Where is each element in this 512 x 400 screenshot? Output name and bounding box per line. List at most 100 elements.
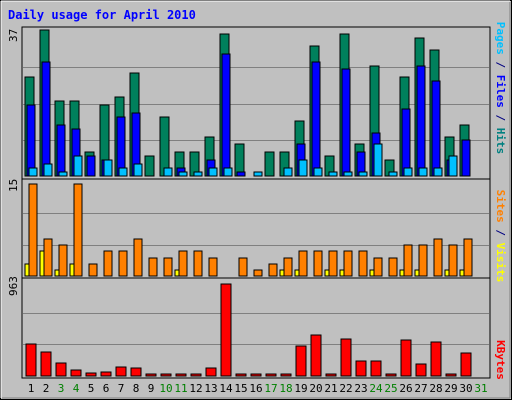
- x-tick-label: 24: [369, 382, 383, 395]
- kbytes-bar: [40, 351, 52, 377]
- x-tick-label: 19: [294, 382, 307, 395]
- sites-bar: [28, 183, 38, 277]
- hits-bar: [159, 116, 170, 177]
- pages-bar: [253, 171, 263, 177]
- mid-ymax-label: 15: [7, 179, 20, 192]
- sites-bar: [283, 257, 293, 277]
- sites-bar: [208, 257, 218, 277]
- kbytes-bar: [340, 338, 352, 377]
- x-tick-label: 16: [249, 382, 262, 395]
- kbytes-bar: [130, 367, 142, 377]
- kbytes-bar: [370, 360, 382, 377]
- files-bar: [461, 139, 471, 177]
- sites-bar: [388, 257, 398, 277]
- hits-bar: [234, 143, 245, 177]
- top-axis-label: Pages / Files / Hits: [494, 22, 507, 155]
- pages-bar: [43, 163, 53, 177]
- x-tick-label: 21: [324, 382, 337, 395]
- x-tick-label: 14: [219, 382, 233, 395]
- pages-bar: [388, 171, 398, 177]
- pages-bar: [178, 171, 188, 177]
- pages-bar: [433, 167, 443, 177]
- kbytes-bar: [85, 372, 97, 377]
- kbytes-bar: [310, 334, 322, 377]
- x-tick-label: 1: [28, 382, 35, 395]
- pages-bar: [208, 167, 218, 177]
- pages-bar: [223, 167, 233, 177]
- files-bar: [221, 53, 231, 177]
- kbytes-bar: [430, 341, 442, 377]
- pages-bar: [313, 167, 323, 177]
- kbytes-bar: [115, 366, 127, 377]
- kbytes-bar: [145, 373, 157, 377]
- sites-bar: [133, 238, 143, 277]
- x-tick-label: 27: [414, 382, 427, 395]
- mid-axis-label: Sites / Visits: [494, 190, 507, 283]
- pages-bar: [133, 163, 143, 177]
- files-bar: [416, 65, 426, 177]
- x-axis-labels: 1 2 3 4 5 6 7 8 9 10 11 12 13 14 15 16 17 18 19 20 21 22 23 24 2…: [28, 382, 488, 395]
- top-ylabel: Pages / Files / Hits: [494, 22, 507, 155]
- bot-axis-label: KBytes: [494, 340, 507, 380]
- x-tick-label: 23: [354, 382, 367, 395]
- files-bar: [56, 124, 66, 177]
- sites-bar: [118, 250, 128, 277]
- kbytes-bar: [70, 369, 82, 377]
- sites-bar: [418, 244, 428, 277]
- x-tick-label: 12: [189, 382, 202, 395]
- kbytes-bar: [205, 367, 217, 377]
- x-tick-label: 30: [459, 382, 472, 395]
- top-ymax-label: 37: [7, 29, 20, 42]
- x-tick-label: 7: [118, 382, 125, 395]
- sites-bar: [193, 250, 203, 277]
- files-bar: [41, 61, 51, 177]
- files-bar: [431, 80, 441, 177]
- kbytes-bar: [295, 345, 307, 377]
- kbytes-bar: [235, 373, 247, 377]
- pages-bar: [418, 167, 428, 177]
- top-ylabel-part: /: [494, 55, 507, 75]
- sites-bar: [268, 263, 278, 277]
- sites-bar: [148, 257, 158, 277]
- sites-bar: [373, 257, 383, 277]
- kbytes-bar: [385, 373, 397, 377]
- kbytes-bar: [415, 363, 427, 377]
- bot-ymax-label: 963: [7, 276, 20, 296]
- sites-bar: [343, 250, 353, 277]
- chart-title: Daily usage for April 2010: [8, 8, 196, 22]
- pages-bar: [193, 171, 203, 177]
- sites-bar: [43, 238, 53, 277]
- sites-bar: [88, 263, 98, 277]
- pages-bar: [58, 171, 68, 177]
- x-tick-label: 3: [58, 382, 65, 395]
- bot-ylabel-part: KBytes: [494, 340, 507, 380]
- panel-bot-frame: [21, 277, 491, 379]
- x-tick-label: 6: [103, 382, 110, 395]
- x-tick-label: 20: [309, 382, 322, 395]
- pages-bar: [328, 171, 338, 177]
- sites-bar: [103, 250, 113, 277]
- files-bar: [401, 108, 411, 177]
- kbytes-bar: [265, 373, 277, 377]
- sites-bar: [73, 183, 83, 277]
- x-tick-label: 2: [43, 382, 50, 395]
- kbytes-bar: [355, 360, 367, 377]
- x-tick-label: 31: [474, 382, 487, 395]
- kbytes-bar: [280, 373, 292, 377]
- sites-bar: [403, 244, 413, 277]
- sites-bar: [163, 257, 173, 277]
- kbytes-bar: [250, 373, 262, 377]
- x-tick-label: 18: [279, 382, 292, 395]
- hits-bar: [264, 151, 275, 177]
- chart-marks: [23, 29, 489, 377]
- mid-ylabel-part: Sites: [494, 190, 507, 223]
- files-bar: [26, 104, 36, 177]
- kbytes-bar: [160, 373, 172, 377]
- mid-ylabel-part: /: [494, 223, 507, 243]
- pages-bar: [73, 155, 83, 177]
- files-bar: [236, 171, 246, 177]
- files-bar: [116, 116, 126, 177]
- x-tick-label: 4: [73, 382, 80, 395]
